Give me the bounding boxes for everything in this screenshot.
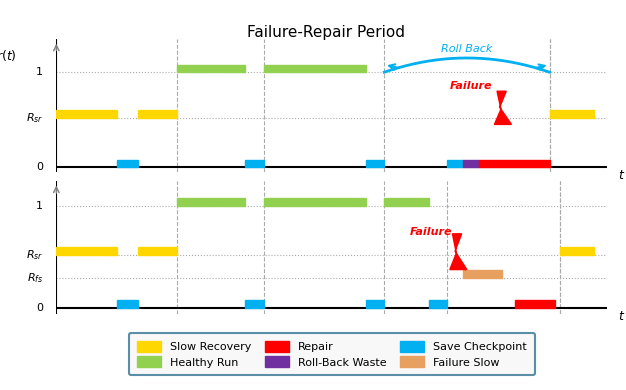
Text: $t$: $t$ [618,169,625,182]
Polygon shape [450,234,467,269]
Bar [116,300,138,308]
Text: 0: 0 [36,303,43,314]
Bar [560,247,594,255]
Text: $R_{sr}$: $R_{sr}$ [26,111,43,125]
Text: Failure: Failure [449,81,492,91]
Bar [463,160,479,167]
Bar [429,300,447,308]
Bar [116,160,138,167]
Text: 1: 1 [36,201,43,211]
Bar [515,300,555,308]
Bar [479,160,550,167]
Text: $r(t)$: $r(t)$ [0,48,17,63]
Bar [264,65,366,72]
Bar [177,198,245,206]
Bar [177,65,245,72]
Bar [56,247,116,255]
Text: $R_{fs}$: $R_{fs}$ [27,271,43,285]
Bar [366,160,384,167]
Bar [463,269,502,278]
Text: Failure-Repair Period: Failure-Repair Period [247,25,404,40]
Bar [138,247,177,255]
Bar [245,160,264,167]
Text: Roll Back: Roll Back [441,44,493,54]
Text: $t$: $t$ [618,310,625,323]
Text: 0: 0 [36,162,43,172]
Bar [550,110,594,118]
Bar [56,110,116,118]
Polygon shape [495,91,511,124]
Bar [384,198,429,206]
Bar [366,300,384,308]
Text: 1: 1 [36,67,43,77]
Bar [447,160,463,167]
Legend: Slow Recovery, Healthy Run, Repair, Roll-Back Waste, Save Checkpoint, Failure Sl: Slow Recovery, Healthy Run, Repair, Roll… [129,333,535,375]
Bar [264,198,366,206]
Bar [245,300,264,308]
Text: Failure: Failure [410,227,453,237]
Bar [138,110,177,118]
Text: $R_{sr}$: $R_{sr}$ [26,248,43,262]
